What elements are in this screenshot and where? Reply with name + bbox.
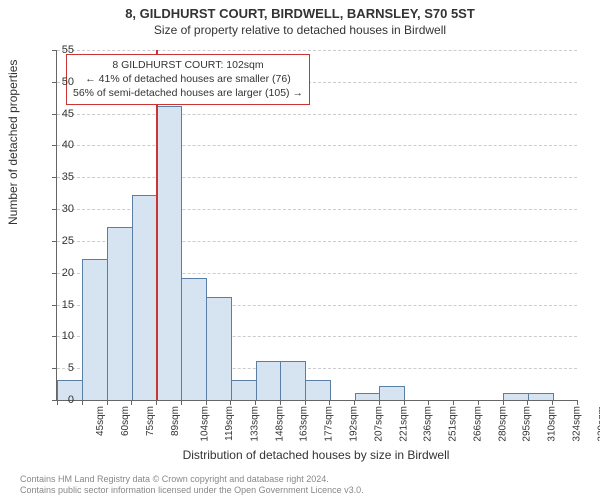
ytick-label: 15 [44,299,74,311]
xtick-label: 324sqm [571,406,582,442]
chart-subtitle: Size of property relative to detached ho… [0,21,600,37]
ytick-label: 50 [44,76,74,88]
xtick-label: 221sqm [398,406,409,442]
xtick-label: 45sqm [95,406,106,436]
xtick-mark [107,400,108,405]
ytick-label: 45 [44,108,74,120]
xtick-label: 89sqm [170,406,181,436]
histogram-bar [305,380,331,400]
ytick-label: 0 [44,394,74,406]
xtick-mark [379,400,380,405]
histogram-bar [355,393,381,400]
ytick-label: 10 [44,330,74,342]
histogram-bar [379,386,405,400]
footer-line-1: Contains HM Land Registry data © Crown c… [20,474,364,485]
xtick-label: 236sqm [423,406,434,442]
histogram-bar [206,297,232,400]
ytick-label: 55 [44,44,74,56]
xtick-label: 207sqm [373,406,384,442]
gridline [57,145,577,146]
ytick-label: 40 [44,139,74,151]
xtick-label: 266sqm [472,406,483,442]
xtick-mark [404,400,405,405]
xtick-label: 104sqm [200,406,211,442]
xtick-label: 75sqm [145,406,156,436]
ytick-label: 5 [44,362,74,374]
ytick-label: 35 [44,171,74,183]
xtick-mark [527,400,528,405]
callout-line-3: 56% of semi-detached houses are larger (… [73,86,303,100]
xtick-label: 163sqm [299,406,310,442]
xtick-label: 310sqm [547,406,558,442]
chart-plot-area: 45sqm60sqm75sqm89sqm104sqm119sqm133sqm14… [56,50,576,400]
xtick-mark [280,400,281,405]
gridline [57,50,577,51]
x-axis-label: Distribution of detached houses by size … [56,448,576,462]
histogram-bar [256,361,282,400]
histogram-bar [157,106,183,400]
xtick-mark [131,400,132,405]
callout-line-2: ← 41% of detached houses are smaller (76… [73,72,303,86]
callout-line-1: 8 GILDHURST COURT: 102sqm [73,58,303,72]
histogram-bar [280,361,306,400]
xtick-mark [82,400,83,405]
ytick-label: 30 [44,203,74,215]
xtick-mark [503,400,504,405]
xtick-label: 280sqm [497,406,508,442]
xtick-label: 192sqm [349,406,360,442]
xtick-mark [305,400,306,405]
histogram-bar [503,393,529,400]
xtick-label: 148sqm [274,406,285,442]
gridline [57,114,577,115]
y-axis-label: Number of detached properties [6,60,20,225]
xtick-mark [577,400,578,405]
reference-callout: 8 GILDHURST COURT: 102sqm ← 41% of detac… [66,54,310,105]
chart-container: 8, GILDHURST COURT, BIRDWELL, BARNSLEY, … [0,0,600,500]
histogram-bar [181,278,207,400]
xtick-mark [354,400,355,405]
xtick-mark [478,400,479,405]
footer-attribution: Contains HM Land Registry data © Crown c… [20,474,364,497]
xtick-label: 295sqm [522,406,533,442]
xtick-mark [255,400,256,405]
xtick-label: 133sqm [250,406,261,442]
xtick-label: 251sqm [448,406,459,442]
xtick-mark [428,400,429,405]
xtick-mark [181,400,182,405]
xtick-label: 339sqm [596,406,600,442]
ytick-label: 20 [44,267,74,279]
xtick-mark [230,400,231,405]
chart-title-address: 8, GILDHURST COURT, BIRDWELL, BARNSLEY, … [0,0,600,21]
xtick-mark [206,400,207,405]
xtick-mark [329,400,330,405]
xtick-label: 177sqm [324,406,335,442]
histogram-bar [231,380,257,400]
gridline [57,177,577,178]
footer-line-2: Contains public sector information licen… [20,485,364,496]
xtick-mark [453,400,454,405]
xtick-mark [552,400,553,405]
xtick-mark [156,400,157,405]
histogram-bar [107,227,133,400]
xtick-label: 60sqm [120,406,131,436]
histogram-bar [528,393,554,400]
ytick-label: 25 [44,235,74,247]
histogram-bar [82,259,108,400]
histogram-bar [132,195,158,400]
xtick-label: 119sqm [224,406,235,441]
